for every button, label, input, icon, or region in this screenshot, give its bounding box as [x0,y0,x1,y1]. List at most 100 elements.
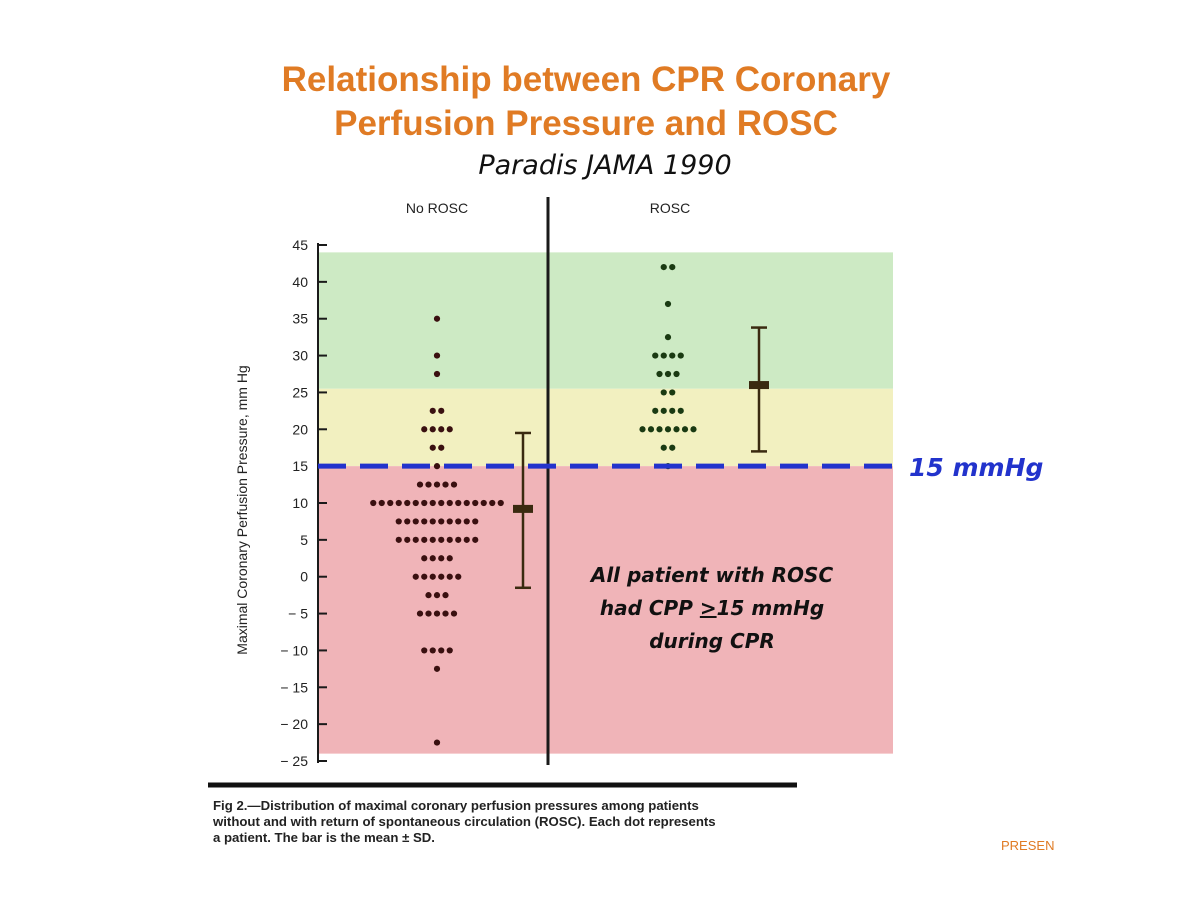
data-dot [421,555,428,562]
data-dot [433,315,441,322]
data-dot [446,573,453,580]
data-dot [455,536,462,543]
data-dot [433,352,441,359]
data-dot [677,407,684,414]
data-dot [450,610,458,617]
data-dot [664,300,672,308]
y-tick-label: − 15 [280,679,308,695]
data-dot [395,518,402,525]
annotation-line-2: had CPP >15 mmHg [600,596,824,620]
data-dot [416,610,424,617]
data-dot [421,426,428,433]
data-dot [429,555,436,562]
data-dot [433,665,441,672]
data-dot [489,499,496,507]
data-dot [404,518,411,525]
annotation-line-1: All patient with ROSC [589,563,834,587]
data-dot [404,536,411,543]
data-dot [404,499,411,507]
y-tick-label: 5 [300,532,308,548]
data-dot [438,444,445,451]
data-dot [438,499,445,507]
data-dot [433,739,441,746]
data-dot [664,334,672,341]
data-dot [664,370,672,378]
annotation-gte-symbol: > [700,596,717,620]
data-dot [660,444,667,451]
citation-subtitle: Paradis JAMA 1990 [478,150,732,181]
y-tick-label: − 25 [280,753,308,769]
data-dot [433,592,441,599]
y-tick-label: 40 [292,274,308,290]
data-dot [673,370,680,378]
data-dot [425,592,432,599]
mean-marker [749,381,769,390]
zone-red [318,466,893,754]
caption-line-3: a patient. The bar is the mean ± SD. [213,830,435,845]
data-dot [450,481,458,488]
data-dot [669,389,676,396]
data-dot [472,518,479,525]
data-dot [438,536,445,543]
data-dot [421,647,428,654]
data-dot [442,481,449,488]
data-dot [395,499,402,507]
group-label-rosc: ROSC [650,200,690,216]
data-dot [656,370,663,378]
data-dot [497,499,504,507]
y-tick-label: − 20 [280,716,308,732]
mean-marker [513,504,533,513]
data-dot [425,481,432,488]
data-dot [669,407,676,414]
slide-title: Relationship between CPR Coronary Perfus… [0,58,1172,146]
data-dot [429,499,436,507]
data-dot [472,499,479,507]
data-dot [433,481,441,488]
data-dot [421,573,428,580]
data-dot [429,407,436,414]
y-tick-label: 20 [292,421,308,437]
y-tick-label: 10 [292,495,308,511]
data-dot [416,481,424,488]
data-dot [480,499,487,507]
data-dot [421,536,428,543]
data-dot [433,370,441,378]
data-dot [669,264,676,271]
slide-title-line-2: Perfusion Pressure and ROSC [334,104,838,143]
data-dot [446,426,453,433]
y-tick-label: 0 [300,569,308,585]
zone-green [318,252,893,389]
footer-text: PRESEN [1001,838,1055,853]
data-dot [438,518,445,525]
annotation-line-3: during CPR [649,629,775,653]
data-dot [446,518,453,525]
data-dot [446,647,453,654]
y-tick-label: − 5 [288,606,308,622]
data-dot [412,573,419,580]
data-dot [438,555,445,562]
annotation-line-2-a: had CPP [600,596,700,620]
data-dot [660,352,667,359]
data-dot [438,573,445,580]
data-dot [455,573,462,580]
data-dot [442,592,449,599]
y-tick-label: 35 [292,311,308,327]
data-dot [455,499,462,507]
data-dot [429,536,436,543]
data-dot [446,555,453,562]
data-dot [425,610,432,617]
group-label-no-rosc: No ROSC [406,200,468,216]
data-dot [463,536,470,543]
zone-layer [318,252,893,754]
data-dot [660,264,667,271]
annotation-line-2-b: 15 mmHg [717,596,825,620]
data-dot [412,499,419,507]
data-dot [669,352,676,359]
data-dot [429,518,436,525]
data-dot [412,518,419,525]
data-dot [429,573,436,580]
caption-line-2: without and with return of spontaneous c… [213,814,716,829]
y-axis: 45 40 35 30 25 20 15 10 5 0 − 5 − 10 − 15 − 20 − 25 [208,197,797,788]
data-dot [412,536,419,543]
